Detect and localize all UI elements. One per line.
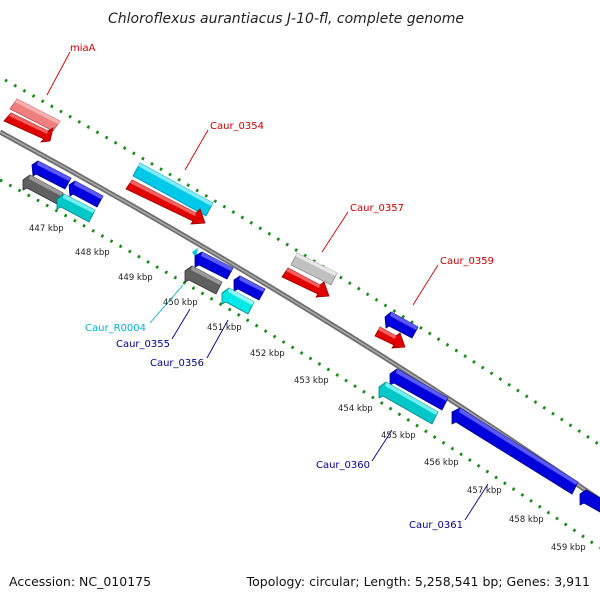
label-miaA[interactable]: miaA [70,43,96,54]
label-caur-0355[interactable]: Caur_0355 [116,339,170,350]
gene-miaA-light[interactable] [9,98,61,132]
label-caur-r0004[interactable]: Caur_R0004 [85,323,146,334]
leader-lines [46,51,489,521]
gene-caur-0359[interactable] [374,326,406,349]
label-caur-0354[interactable]: Caur_0354 [210,121,264,132]
gene-caur-0360[interactable] [378,381,439,425]
gene-reverse-rna-a[interactable] [56,193,96,223]
gene-caur-0355[interactable] [184,265,223,295]
tick-label: 449 kbp [118,273,153,283]
map-title: Chloroflexus aurantiacus J-10-fl, comple… [108,11,464,27]
gene-caur-0354-rna[interactable] [132,162,214,217]
tick-label: 452 kbp [250,349,285,359]
topology-summary: Topology: circular; Length: 5,258,541 bp… [246,574,590,589]
gene-caur-0361[interactable] [451,407,579,495]
outer-tick-ring [4,78,600,447]
label-caur-0361[interactable]: Caur_0361 [409,520,463,531]
gene-caur-0357[interactable] [281,267,330,298]
tick-label: 450 kbp [163,298,198,308]
tick-label: 455 kbp [381,431,416,441]
tick-label: 457 kbp [467,486,502,496]
label-caur-0360[interactable]: Caur_0360 [316,460,370,471]
gene-miaA[interactable] [3,112,54,143]
tick-label: 458 kbp [509,515,544,525]
gene-reverse-pseudo-a[interactable] [22,174,64,205]
gene-reverse-d[interactable] [233,275,266,301]
gene-reverse-c[interactable] [194,251,234,280]
label-caur-0359[interactable]: Caur_0359 [440,256,494,267]
gene-reverse-f[interactable] [579,489,600,513]
inner-tick-ring [0,178,600,550]
label-caur-0357[interactable]: Caur_0357 [350,203,404,214]
gene-caur-0359-reverse[interactable] [384,311,419,339]
gene-reverse-a[interactable] [31,160,72,190]
tick-label: 456 kbp [424,458,459,468]
label-caur-0356[interactable]: Caur_0356 [150,358,204,369]
tick-label: 448 kbp [75,248,110,258]
tick-label: 453 kbp [294,376,329,386]
tick-label: 459 kbp [551,543,586,553]
gene-caur-0357-pseudo[interactable] [290,252,338,286]
tick-label: 454 kbp [338,404,373,414]
gene-caur-0356[interactable] [221,287,255,315]
gene-caur-0354[interactable] [125,179,206,225]
tick-label: 451 kbp [207,323,242,333]
accession-text: Accession: NC_010175 [9,574,151,589]
gene-reverse-e[interactable] [389,368,449,411]
tick-label: 447 kbp [29,224,64,234]
gene-reverse-b[interactable] [68,180,104,208]
